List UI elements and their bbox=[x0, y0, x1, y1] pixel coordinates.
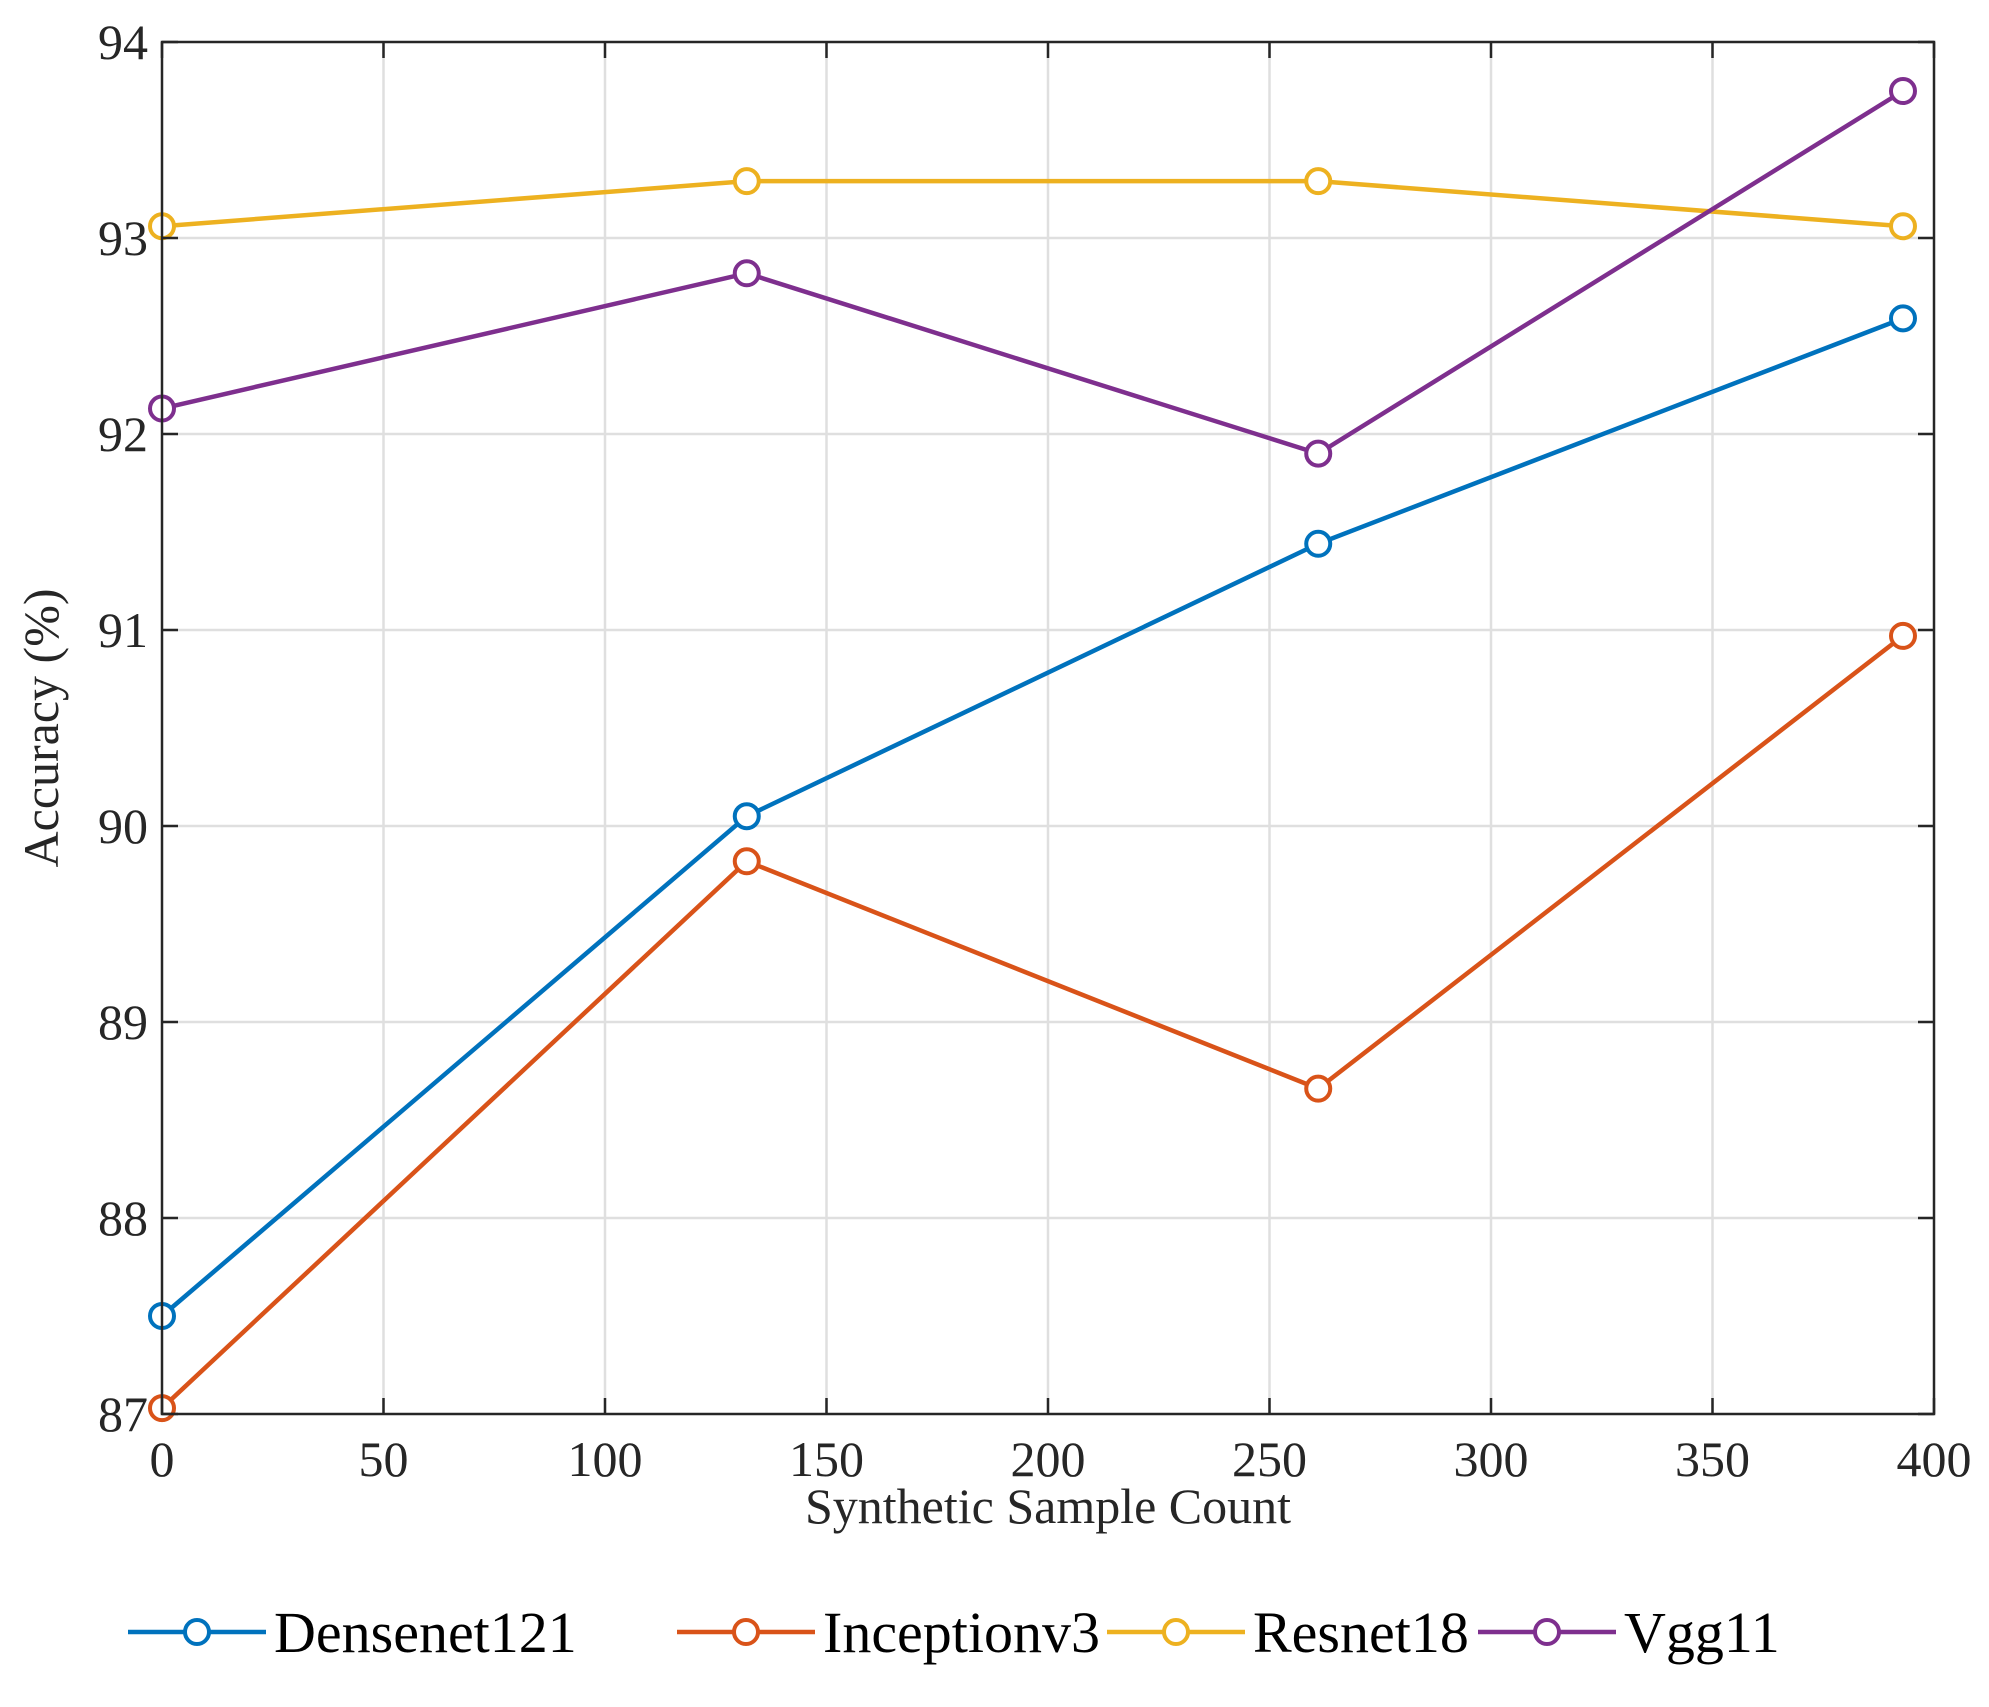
data-point-marker bbox=[1888, 212, 1917, 241]
series-densenet121 bbox=[148, 304, 1917, 1330]
y-tick-label: 90 bbox=[98, 798, 148, 854]
legend-label: Densenet121 bbox=[274, 1600, 577, 1665]
data-point-marker bbox=[732, 802, 761, 831]
y-tick-label: 89 bbox=[98, 994, 148, 1050]
data-point-marker bbox=[1888, 304, 1917, 333]
x-tick-label: 300 bbox=[1454, 1431, 1529, 1487]
y-tick-label: 91 bbox=[98, 602, 148, 658]
data-point-marker bbox=[1888, 77, 1917, 105]
data-point-marker bbox=[1304, 439, 1333, 468]
y-axis-title: Accuracy (%) bbox=[13, 589, 69, 868]
data-point-marker bbox=[1304, 1074, 1333, 1103]
axis-ticks: 0 50 100 150 200 250 300 350 400 87 88 89 90 91 92 93 94 bbox=[98, 14, 1972, 1487]
legend-marker-icon bbox=[1162, 1618, 1190, 1646]
x-tick-label: 250 bbox=[1232, 1431, 1307, 1487]
x-tick-label: 350 bbox=[1675, 1431, 1750, 1487]
y-tick-label: 88 bbox=[98, 1190, 148, 1246]
data-point-marker bbox=[732, 847, 761, 876]
legend-label: Vgg11 bbox=[1624, 1600, 1780, 1665]
data-point-marker bbox=[1888, 621, 1917, 650]
series-line bbox=[161, 89, 1905, 456]
y-tick-label: 87 bbox=[98, 1386, 148, 1442]
x-tick-label: 400 bbox=[1897, 1431, 1972, 1487]
x-tick-label: 50 bbox=[359, 1431, 409, 1487]
series-resnet18 bbox=[148, 167, 1917, 241]
legend-label: Resnet18 bbox=[1253, 1600, 1469, 1665]
x-axis-title: Synthetic Sample Count bbox=[805, 1478, 1291, 1534]
x-tick-label: 200 bbox=[1011, 1431, 1086, 1487]
series-inceptionv3 bbox=[148, 621, 1917, 1423]
series-layer bbox=[148, 77, 1917, 1423]
legend-marker-icon bbox=[183, 1618, 211, 1646]
y-tick-label: 92 bbox=[98, 406, 148, 462]
series-line bbox=[160, 316, 1904, 1318]
data-point-marker bbox=[732, 259, 761, 288]
series-line bbox=[160, 634, 1905, 1410]
x-tick-label: 100 bbox=[568, 1431, 643, 1487]
x-tick-label: 0 bbox=[150, 1431, 175, 1487]
legend[interactable]: Densenet121 Inceptionv3 Resnet18 Vgg11 bbox=[128, 1600, 1780, 1665]
legend-item-vgg11[interactable]: Vgg11 bbox=[1478, 1600, 1780, 1665]
legend-marker-icon bbox=[1533, 1618, 1561, 1646]
data-point-marker bbox=[1304, 167, 1333, 196]
legend-item-resnet18[interactable]: Resnet18 bbox=[1107, 1600, 1469, 1665]
y-tick-label: 94 bbox=[98, 14, 148, 70]
grid bbox=[162, 42, 1934, 1414]
data-point-marker bbox=[1304, 529, 1333, 558]
data-point-marker bbox=[732, 167, 761, 196]
legend-item-densenet121[interactable]: Densenet121 bbox=[128, 1600, 577, 1665]
y-tick-label: 93 bbox=[98, 210, 148, 266]
legend-marker-icon bbox=[732, 1618, 760, 1646]
legend-item-inceptionv3[interactable]: Inceptionv3 bbox=[677, 1600, 1100, 1665]
series-vgg11 bbox=[148, 77, 1917, 468]
x-tick-label: 150 bbox=[789, 1431, 864, 1487]
legend-label: Inceptionv3 bbox=[823, 1600, 1100, 1665]
series-line bbox=[161, 178, 1904, 229]
